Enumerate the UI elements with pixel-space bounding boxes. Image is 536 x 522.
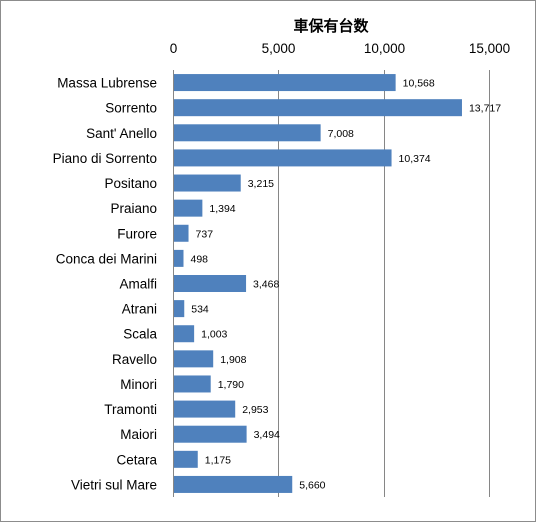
category-label: Sant' Anello bbox=[86, 126, 157, 141]
category-label: Cetara bbox=[116, 452, 157, 467]
category-label: Scala bbox=[123, 327, 157, 342]
bar bbox=[174, 124, 321, 142]
category-label: Minori bbox=[120, 377, 157, 392]
x-tick-label: 5,000 bbox=[262, 41, 296, 56]
bars bbox=[174, 74, 462, 493]
category-label: Vietri sul Mare bbox=[71, 477, 157, 492]
data-label: 3,215 bbox=[248, 178, 274, 190]
bar bbox=[174, 199, 203, 217]
category-label: Tramonti bbox=[104, 402, 157, 417]
x-axis-title: 車保有台数 bbox=[293, 17, 369, 35]
category-label: Conca dei Marini bbox=[56, 251, 157, 266]
data-label: 10,374 bbox=[399, 153, 431, 165]
x-tick-label: 15,000 bbox=[469, 41, 510, 56]
category-label: Massa Lubrense bbox=[57, 76, 157, 91]
data-label: 7,008 bbox=[328, 128, 354, 140]
bar bbox=[174, 325, 195, 343]
data-label: 1,908 bbox=[220, 354, 246, 366]
data-labels: 10,568 13,717 7,008 10,374 3,215 1,394 737 498 3… bbox=[190, 78, 501, 492]
bar bbox=[174, 350, 214, 368]
data-label: 3,494 bbox=[254, 429, 280, 441]
category-label: Furore bbox=[117, 226, 157, 241]
data-label: 1,003 bbox=[201, 329, 227, 341]
bar bbox=[174, 99, 462, 117]
category-label: Ravello bbox=[112, 352, 157, 367]
category-label: Amalfi bbox=[119, 277, 157, 292]
data-label: 534 bbox=[191, 304, 209, 316]
x-tick-labels: 0 5,000 10,000 15,000 bbox=[170, 41, 510, 56]
x-tick-label: 0 bbox=[170, 41, 178, 56]
bar bbox=[174, 400, 236, 418]
bar bbox=[174, 275, 247, 292]
bar bbox=[174, 375, 211, 393]
data-label: 10,568 bbox=[403, 78, 435, 90]
category-label: Piano di Sorrento bbox=[53, 151, 157, 166]
data-label: 1,394 bbox=[209, 203, 235, 215]
data-label: 3,468 bbox=[253, 279, 279, 291]
data-label: 498 bbox=[190, 253, 208, 265]
category-label: Praiano bbox=[110, 201, 157, 216]
bar bbox=[174, 224, 189, 242]
data-label: 13,717 bbox=[469, 103, 501, 115]
x-tick-label: 10,000 bbox=[364, 41, 405, 56]
bar bbox=[174, 174, 241, 192]
bar bbox=[174, 74, 396, 92]
data-label: 737 bbox=[196, 228, 214, 240]
category-label: Sorrento bbox=[105, 101, 157, 116]
bar bbox=[174, 450, 198, 468]
bar bbox=[174, 300, 185, 318]
data-label: 1,175 bbox=[205, 454, 231, 466]
data-label: 2,953 bbox=[242, 404, 268, 416]
category-labels: Massa Lubrense Sorrento Sant' Anello Piano … bbox=[53, 76, 158, 493]
category-label: Maiori bbox=[120, 427, 157, 442]
bar bbox=[174, 475, 293, 493]
data-label: 1,790 bbox=[218, 379, 244, 391]
bar bbox=[174, 149, 392, 167]
data-label: 5,660 bbox=[299, 479, 325, 491]
bar bbox=[174, 249, 184, 267]
category-label: Positano bbox=[104, 176, 157, 191]
category-label: Atrani bbox=[122, 302, 157, 317]
bar bbox=[174, 425, 247, 443]
